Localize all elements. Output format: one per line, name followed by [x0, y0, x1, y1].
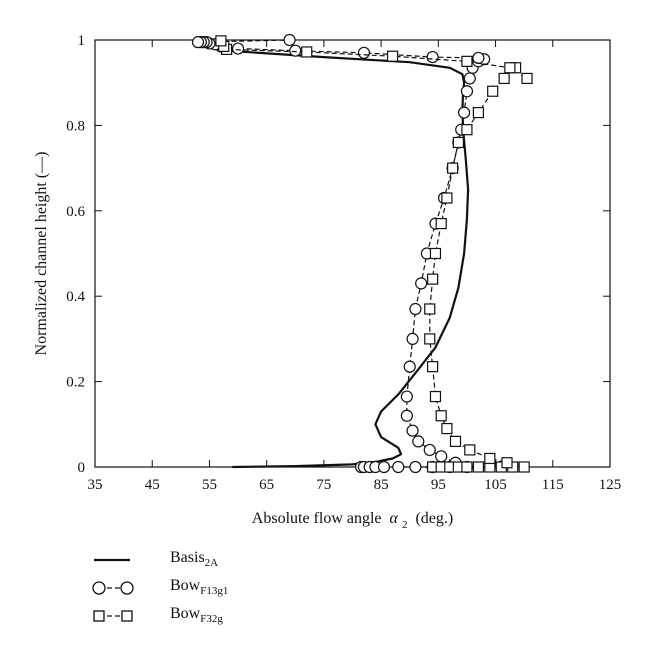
- data-point-circle: [283, 33, 296, 47]
- data-point-square: [518, 461, 530, 473]
- data-point-circle: [409, 302, 422, 316]
- data-point-square: [427, 361, 439, 373]
- legend-swatch-circle-dashed: [92, 581, 134, 595]
- data-point-circle: [412, 435, 425, 448]
- legend-label-bow-f13g1: BowF13g1: [170, 577, 229, 598]
- data-point-square: [424, 303, 436, 315]
- data-point-square: [472, 461, 484, 473]
- x-axis-title-text: Absolute flow angle: [252, 510, 382, 527]
- data-point-circle: [289, 44, 302, 57]
- x-tick-label: 105: [484, 477, 507, 493]
- series-line-1: [197, 39, 485, 468]
- y-tick-label: 1: [78, 33, 86, 49]
- x-tick-label: 55: [202, 477, 217, 493]
- x-axis-title-unit: (deg.): [415, 510, 453, 527]
- data-point-circle: [400, 390, 413, 403]
- data-point-square: [215, 35, 227, 47]
- y-tick-label: 0.2: [66, 375, 85, 391]
- data-point-circle: [457, 106, 471, 119]
- data-point-square: [521, 72, 533, 85]
- data-point-square: [472, 106, 484, 119]
- data-point-circle: [377, 460, 391, 474]
- data-point-circle: [403, 360, 416, 373]
- data-point-square: [487, 85, 499, 97]
- data-point-square: [504, 62, 516, 74]
- legend: Basis2A BowF13g1 BowF32g: [92, 548, 352, 632]
- y-tick-label: 0: [78, 460, 86, 476]
- y-axis-title: Normalized channel height (—): [33, 152, 50, 356]
- data-point-square: [461, 55, 473, 67]
- x-tick-label: 45: [145, 477, 160, 493]
- legend-swatch-square-dashed: [93, 610, 133, 622]
- data-point-circle: [472, 51, 485, 65]
- data-point-square: [429, 390, 442, 403]
- data-point-square: [461, 124, 473, 136]
- data-point-circle: [406, 332, 419, 345]
- data-point-square: [452, 136, 464, 149]
- data-point-square: [386, 50, 399, 62]
- data-point-square: [447, 162, 459, 174]
- data-point-circle: [463, 72, 476, 85]
- data-point-square: [435, 218, 447, 230]
- data-point-square: [501, 457, 513, 469]
- data-point-square: [484, 452, 496, 465]
- data-point-circle: [426, 50, 439, 64]
- data-point-square: [464, 444, 476, 456]
- x-axis-title-subscript: 2: [402, 519, 408, 531]
- data-point-circle: [409, 460, 422, 474]
- data-point-circle: [460, 85, 474, 98]
- data-point-square: [435, 410, 447, 422]
- x-tick-label: 95: [431, 477, 446, 493]
- data-point-circle: [231, 42, 245, 55]
- data-point-circle: [191, 36, 205, 49]
- x-tick-label: 65: [259, 477, 274, 493]
- data-point-square: [427, 273, 439, 285]
- data-point-square: [441, 422, 453, 435]
- series-line-0: [203, 42, 470, 469]
- data-point-square: [441, 192, 453, 204]
- x-tick-label: 85: [374, 477, 389, 493]
- chart: 35 45 55 65 75 85 95 105 115 125 0 0.2 0.4 0.6 0.8 1 No…: [33, 33, 622, 532]
- data-point-square: [498, 72, 510, 85]
- data-point-square: [301, 46, 313, 58]
- legend-label-basis: Basis2A: [170, 549, 219, 570]
- x-axis-title: Absolute flow angle α 2 (deg.): [252, 510, 453, 532]
- data-point-circle: [415, 277, 428, 290]
- data-point-circle: [406, 424, 419, 437]
- legend-swatch-solid-line: [94, 558, 130, 562]
- data-point-circle: [435, 450, 448, 463]
- x-tick-label: 35: [88, 477, 103, 493]
- data-point-circle: [357, 46, 371, 59]
- data-point-square: [429, 247, 442, 260]
- data-point-square: [461, 461, 473, 473]
- x-tick-label: 115: [542, 477, 564, 493]
- y-tick-label: 0.4: [66, 289, 85, 305]
- legend-item-bow-f32g: BowF32g: [92, 604, 352, 632]
- data-point-square: [424, 333, 436, 345]
- y-tick-label: 0.6: [66, 204, 85, 220]
- data-point-square: [449, 435, 462, 447]
- series-line-2: [220, 40, 528, 468]
- legend-label-bow-f32g: BowF32g: [170, 605, 223, 626]
- plot-frame: [94, 39, 611, 468]
- x-tick-label: 125: [599, 477, 622, 493]
- legend-item-bow-f13g1: BowF13g1: [92, 576, 352, 604]
- data-point-circle: [392, 460, 405, 474]
- x-tick-label: 75: [316, 477, 331, 493]
- x-axis-title-symbol: α: [390, 510, 399, 527]
- legend-item-basis: Basis2A: [92, 548, 352, 576]
- data-point-circle: [400, 409, 413, 422]
- data-point-circle: [423, 443, 436, 457]
- y-tick-label: 0.8: [66, 118, 85, 134]
